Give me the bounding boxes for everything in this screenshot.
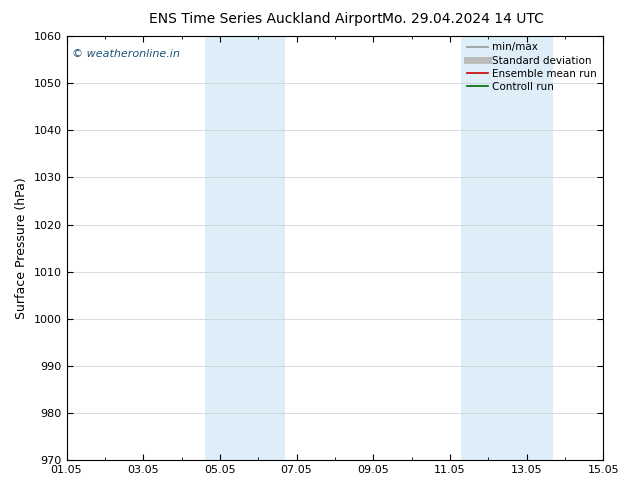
Bar — [515, 36, 553, 460]
Text: Mo. 29.04.2024 14 UTC: Mo. 29.04.2024 14 UTC — [382, 12, 544, 26]
Text: © weatheronline.in: © weatheronline.in — [72, 49, 180, 59]
Legend: min/max, Standard deviation, Ensemble mean run, Controll run: min/max, Standard deviation, Ensemble me… — [463, 38, 601, 96]
Y-axis label: Surface Pressure (hPa): Surface Pressure (hPa) — [15, 177, 28, 319]
Bar — [205, 36, 231, 460]
Bar — [231, 36, 285, 460]
Bar — [462, 36, 515, 460]
Text: ENS Time Series Auckland Airport: ENS Time Series Auckland Airport — [150, 12, 383, 26]
